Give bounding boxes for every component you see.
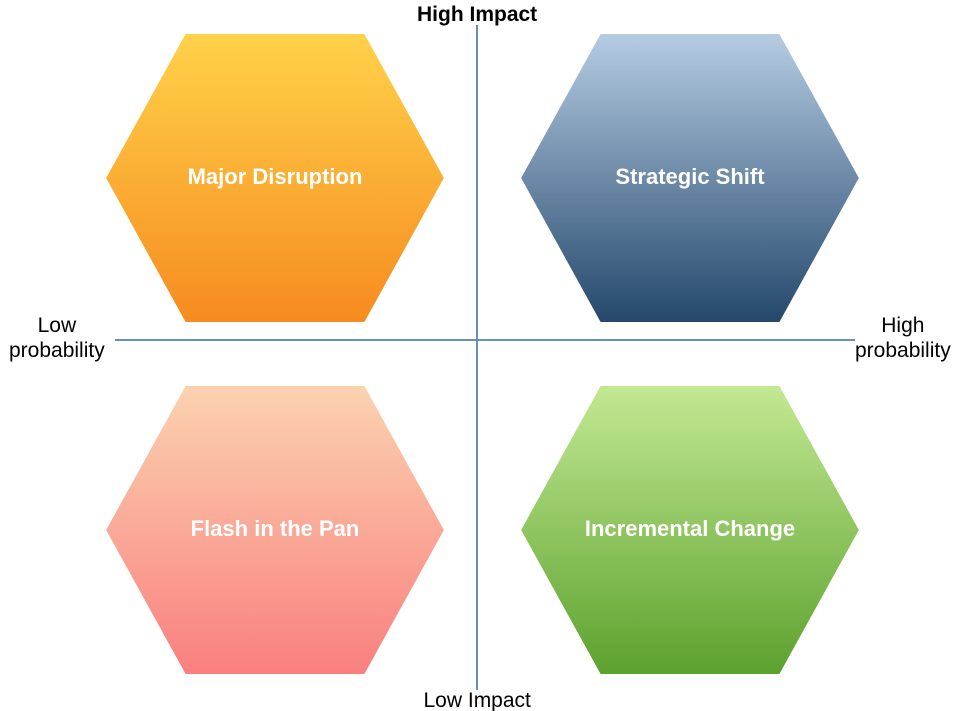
hexagon-label-strategic-shift: Strategic Shift (615, 164, 765, 189)
hexagon-label-major-disruption: Major Disruption (188, 164, 363, 189)
quadrant-diagram: Major Disruption Strategic Shift Flash in … (0, 0, 954, 711)
hexagons: Major Disruption Strategic Shift Flash in … (105, 33, 860, 675)
hexagon-label-flash-in-the-pan: Flash in the Pan (191, 516, 360, 541)
axis-label-top: High Impact (417, 2, 537, 27)
hexagon-label-incremental-change: Incremental Change (585, 516, 795, 541)
axis-label-left: Low probability (9, 313, 105, 363)
axis-label-right: High probability (855, 313, 951, 363)
axis-label-bottom: Low Impact (424, 688, 531, 711)
